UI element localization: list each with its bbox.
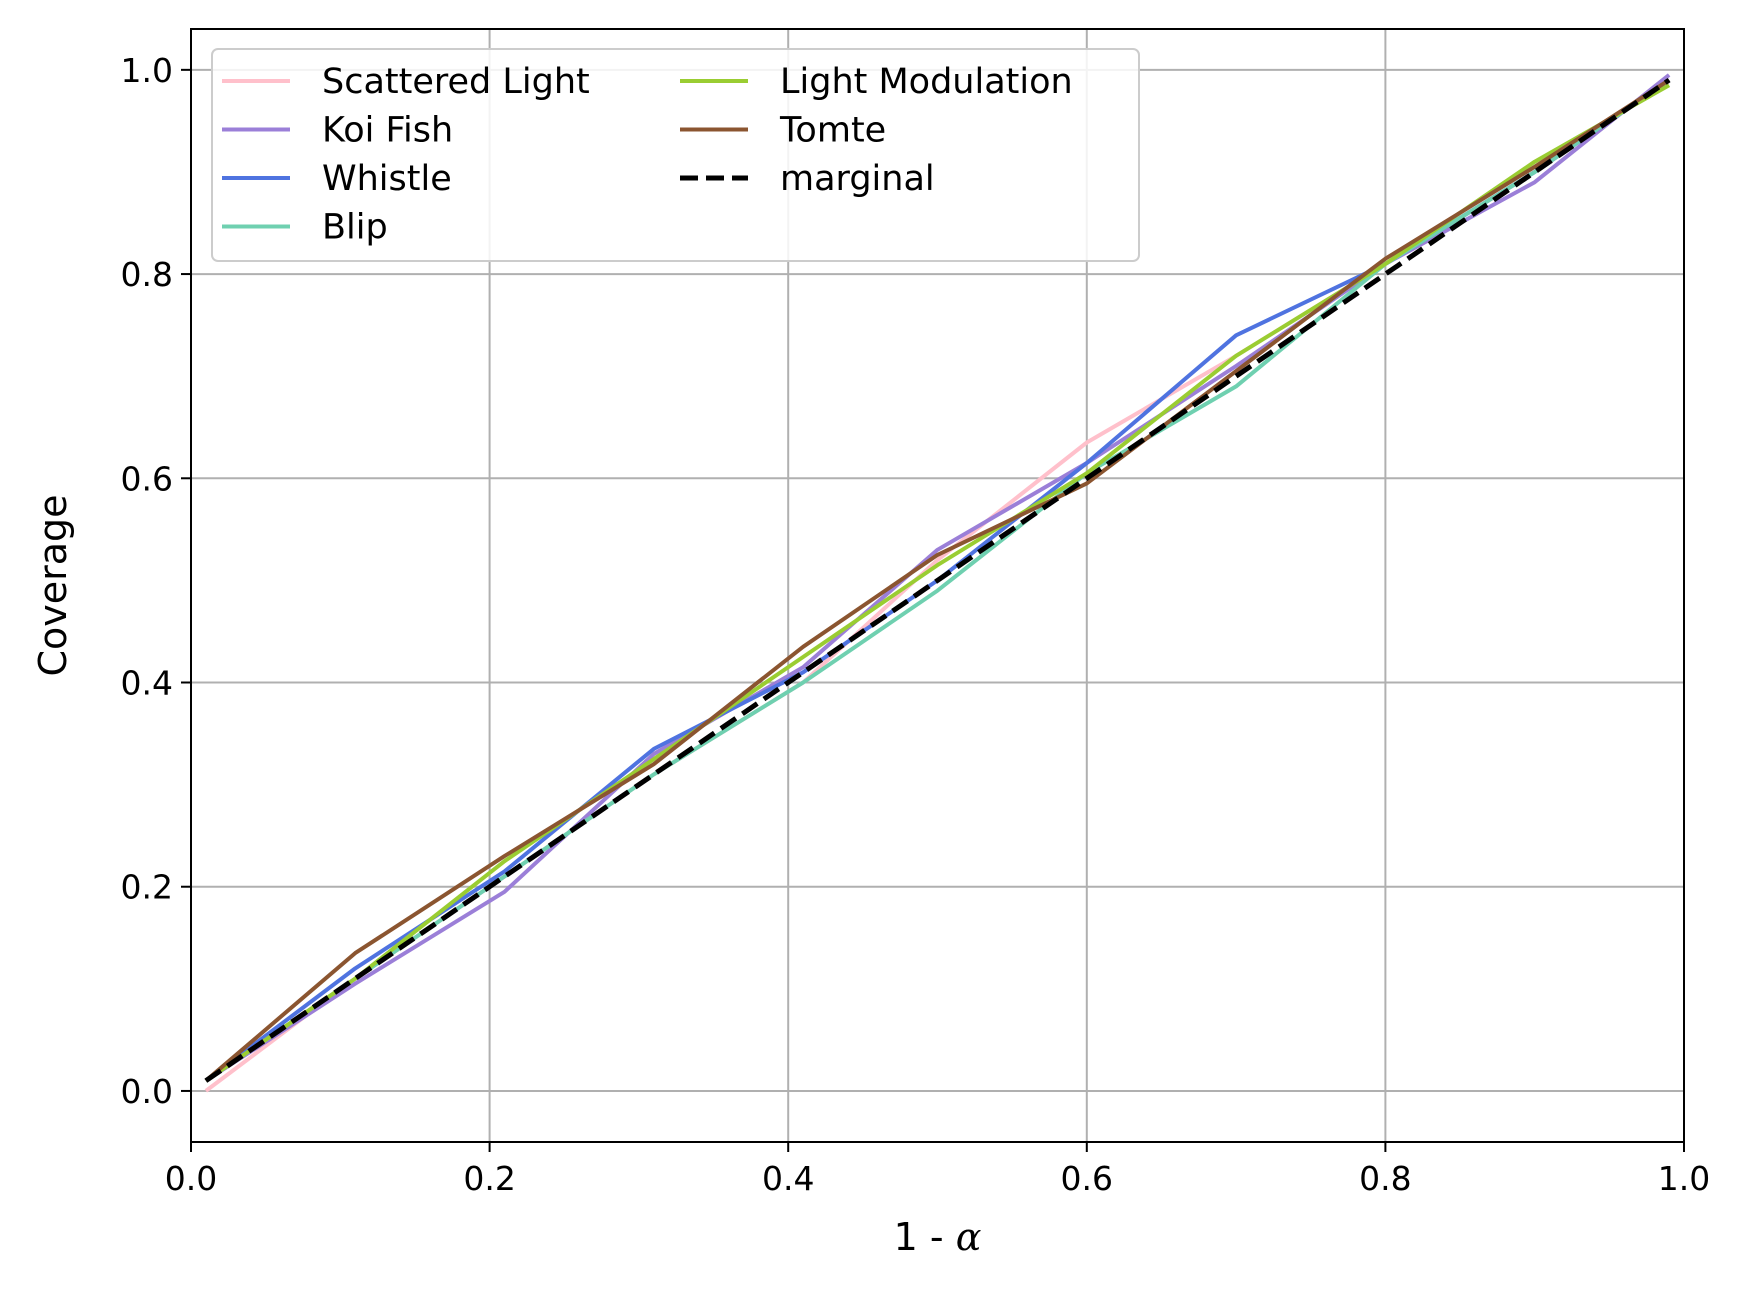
series-lines <box>204 73 1671 1093</box>
x-tick-label: 0.2 <box>463 1159 515 1198</box>
x-axis-label-prefix: 1 - <box>894 1215 956 1259</box>
x-tick-label: 0.4 <box>762 1159 814 1198</box>
x-tick-label: 0.0 <box>165 1159 217 1198</box>
series-line-marginal <box>204 78 1671 1083</box>
x-tick-label: 0.6 <box>1061 1159 1113 1198</box>
x-axis-label: 1 - α <box>894 1215 982 1259</box>
y-tick-label: 0.6 <box>121 459 173 498</box>
x-tick-label: 0.8 <box>1359 1159 1411 1198</box>
series-line-tomte <box>204 78 1671 1083</box>
axis-ticks: 0.0 0.2 0.4 0.6 0.8 1.0 0.0 0.2 0.4 0.6 0.8 1.0 <box>121 51 1711 1198</box>
x-axis-label-symbol: α <box>956 1215 982 1259</box>
y-tick-label: 0.2 <box>121 868 173 907</box>
legend-label: Scattered Light <box>322 62 590 102</box>
y-tick-label: 0.8 <box>121 255 173 294</box>
legend-label: Blip <box>322 208 388 248</box>
legend-label: marginal <box>780 159 935 199</box>
legend-label: Light Modulation <box>780 62 1073 102</box>
legend-box <box>211 48 1140 262</box>
y-tick-label: 1.0 <box>121 51 173 90</box>
y-tick-label: 0.4 <box>121 664 173 703</box>
plot-frame <box>190 28 1685 1143</box>
x-tick-label: 1.0 <box>1658 1159 1710 1198</box>
legend-label: Whistle <box>322 159 452 199</box>
series-line-koi-fish <box>204 73 1671 1083</box>
y-axis-label: Coverage <box>31 494 75 676</box>
y-tick-label: 0.0 <box>121 1072 173 1111</box>
legend-label: Koi Fish <box>322 111 453 151</box>
legend: Scattered Light Koi Fish Whistle Blip Light … <box>211 48 1140 262</box>
legend-label: Tomte <box>779 111 886 151</box>
